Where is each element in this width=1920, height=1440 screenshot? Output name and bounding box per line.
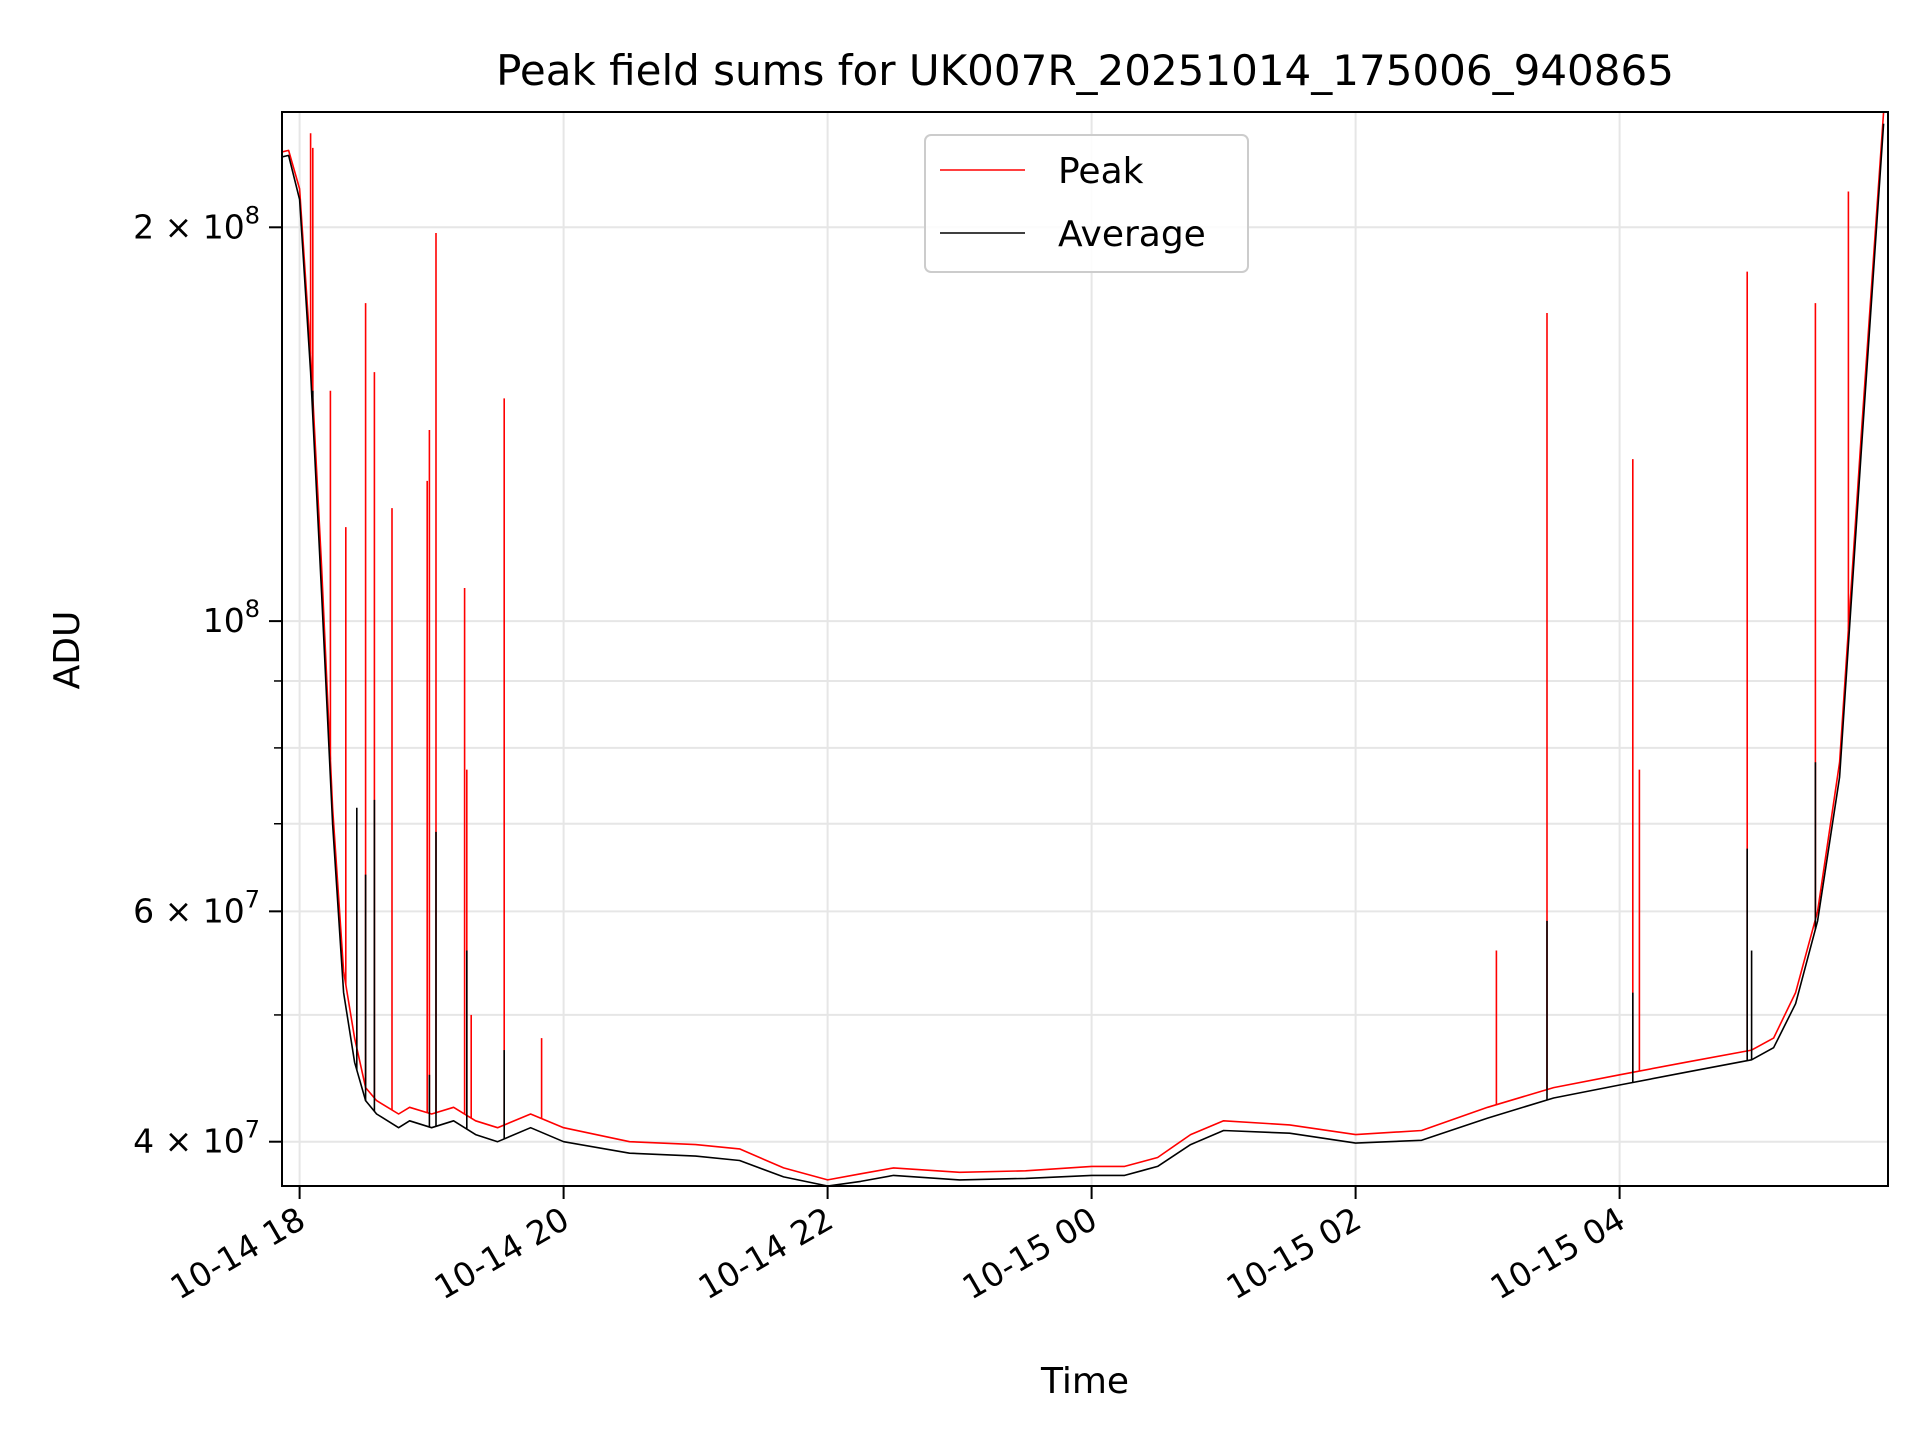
series-line-peak xyxy=(282,112,1885,1181)
y-tick-label: 6 × 107 xyxy=(133,885,260,930)
legend-label-average: Average xyxy=(1058,214,1206,255)
y-axis-label: ADU xyxy=(47,611,88,690)
y-tick-label: 2 × 108 xyxy=(133,201,260,246)
y-tick-label: 108 xyxy=(203,595,260,640)
chart-title: Peak field sums for UK007R_20251014_1750… xyxy=(496,46,1674,95)
plot-frame xyxy=(281,111,1889,1187)
legend-label-peak: Peak xyxy=(1058,151,1144,192)
x-axis-label: Time xyxy=(1040,1361,1129,1402)
legend: Peak Average xyxy=(924,134,1249,273)
series-line-average xyxy=(282,123,1885,1186)
series-average xyxy=(282,123,1885,1186)
y-tick-label: 4 × 107 xyxy=(133,1116,260,1161)
grid xyxy=(282,112,1888,1186)
plot-area xyxy=(282,112,1885,1186)
